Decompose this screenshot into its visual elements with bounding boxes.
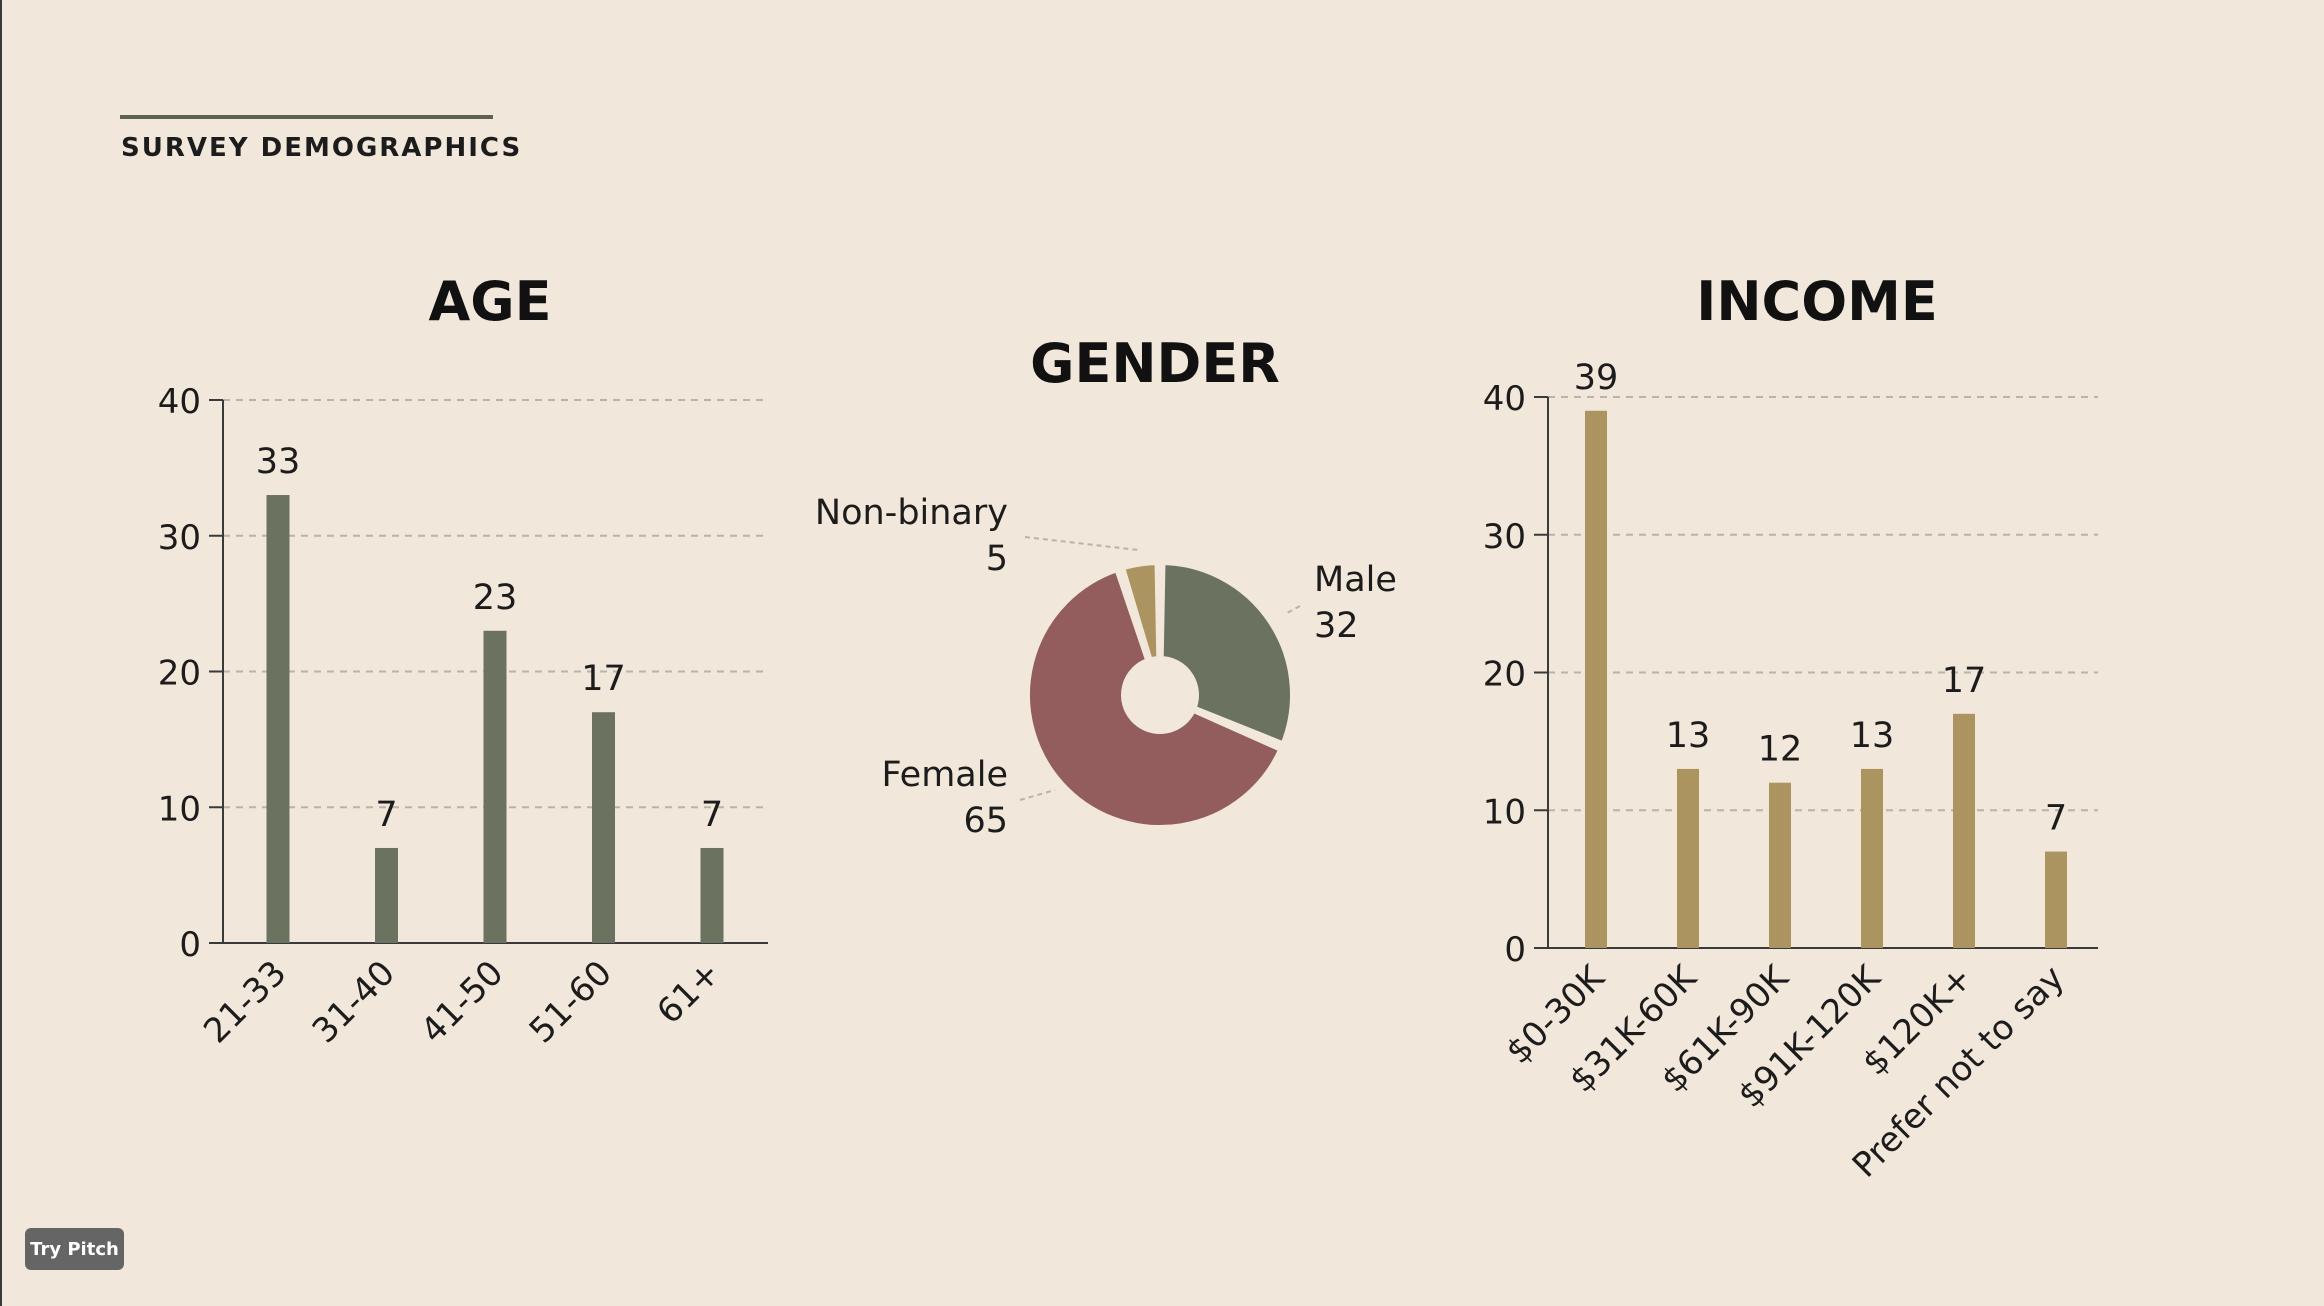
income-bar [1769, 782, 1791, 948]
age-category-label: 31-40 [305, 953, 403, 1051]
age-bar [700, 847, 724, 943]
gender-slice-nonbinary [1119, 559, 1163, 664]
income-ytick-label: 0 [1504, 930, 1526, 970]
gender-slice-male [1157, 559, 1296, 748]
age-bar [375, 847, 398, 943]
gender-chart-title: GENDER [1030, 332, 1280, 395]
age-category-label: 21-33 [196, 953, 294, 1051]
gender-slice-label: Non-binary [815, 493, 1008, 533]
age-category-label: 41-50 [413, 953, 511, 1051]
gender-slice-label: Female [881, 755, 1008, 795]
gender-slice-value: 65 [963, 801, 1008, 841]
age-value-label: 23 [473, 578, 518, 618]
gender-leader-line [1019, 789, 1056, 801]
age-bar [592, 712, 615, 943]
header-title: SURVEY DEMOGRAPHICS [121, 133, 523, 163]
income-ytick-label: 30 [1483, 517, 1526, 557]
income-bar [1585, 410, 1607, 948]
income-value-label: 17 [1942, 661, 1987, 701]
income-value-label: 39 [1574, 358, 1619, 398]
income-ytick-label: 20 [1483, 655, 1526, 695]
age-bar [266, 495, 290, 943]
age-ytick-label: 20 [158, 654, 201, 694]
age-ytick-label: 40 [158, 382, 201, 422]
age-ytick-label: 30 [158, 518, 201, 558]
income-bar [1861, 768, 1883, 948]
income-bar [1677, 768, 1699, 948]
header-rule [120, 115, 493, 119]
income-value-label: 12 [1758, 730, 1803, 770]
income-bar [1953, 713, 1975, 948]
income-ytick-label: 40 [1483, 379, 1526, 419]
income-value-label: 7 [2045, 799, 2067, 839]
income-ytick-label: 10 [1483, 792, 1526, 832]
income-bar [2045, 851, 2067, 948]
age-bar [483, 630, 507, 943]
age-ytick-label: 10 [158, 789, 201, 829]
age-value-label: 7 [701, 795, 723, 835]
age-category-label: 51-60 [522, 953, 620, 1051]
age-value-label: 7 [375, 795, 397, 835]
age-category-label: 61+ [649, 953, 728, 1032]
gender-slice-value: 32 [1314, 606, 1359, 646]
income-value-label: 13 [1850, 716, 1895, 756]
gender-slice-value: 5 [986, 539, 1008, 579]
age-value-label: 33 [256, 442, 301, 482]
gender-slice-female [1024, 566, 1285, 832]
age-chart-title: AGE [428, 270, 552, 333]
income-value-label: 13 [1666, 716, 1711, 756]
age-value-label: 17 [581, 659, 626, 699]
income-chart-title: INCOME [1696, 270, 1938, 333]
age-ytick-label: 0 [179, 925, 201, 965]
gender-leader-line [1024, 536, 1139, 551]
gender-leader-line [1284, 605, 1301, 615]
slide-left-edge [0, 0, 2, 1306]
try-pitch-button[interactable]: Try Pitch [25, 1228, 124, 1270]
gender-slice-label: Male [1314, 560, 1397, 600]
